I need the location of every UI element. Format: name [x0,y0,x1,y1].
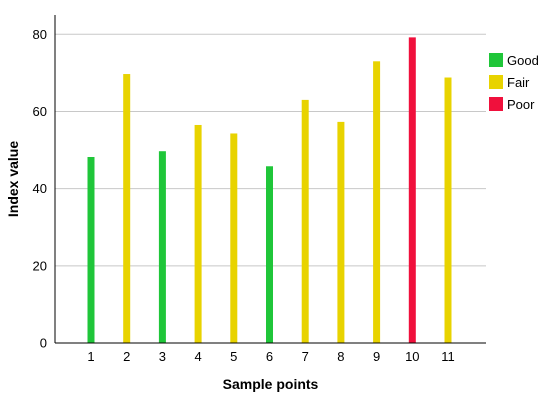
legend-swatch [489,53,503,67]
bar [194,124,202,343]
bar [408,37,416,344]
bars [87,37,452,344]
y-axis-title: Index value [5,141,21,217]
y-tick-label: 80 [33,27,47,42]
bar [337,121,345,344]
tick-labels: 0 20 40 60 80 1 2 3 4 5 6 7 8 9 10 11 [33,27,455,364]
x-tick-label: 10 [405,349,419,364]
x-tick-label: 8 [337,349,344,364]
legend-label: Fair [507,75,530,90]
bar [373,61,381,344]
x-tick-label: 3 [159,349,166,364]
legend-label: Good [507,53,539,68]
bar [158,151,166,343]
y-tick-label: 0 [40,336,47,351]
x-tick-label: 9 [373,349,380,364]
legend-label: Poor [507,97,535,112]
x-tick-label: 7 [302,349,309,364]
bar [87,157,95,343]
y-tick-label: 20 [33,258,47,273]
x-tick-label: 6 [266,349,273,364]
x-tick-label: 1 [87,349,94,364]
x-tick-label: 11 [441,349,455,364]
y-tick-label: 60 [33,104,47,119]
legend-swatch [489,97,503,111]
x-tick-label: 4 [194,349,201,364]
bar [266,166,273,343]
y-tick-label: 40 [33,181,47,196]
bar [301,99,309,343]
legend: Good Fair Poor [489,53,539,112]
x-tick-label: 2 [123,349,130,364]
bar [230,133,238,343]
bar [444,77,452,343]
x-tick-label: 5 [230,349,237,364]
bar [123,74,131,343]
legend-swatch [489,75,503,89]
axes [54,15,486,344]
x-axis-title: Sample points [223,376,319,392]
